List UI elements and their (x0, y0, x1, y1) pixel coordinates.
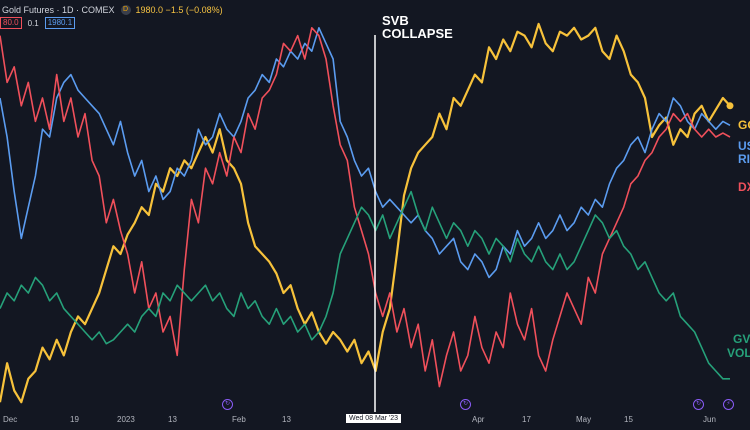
series-layer (0, 22, 734, 404)
gold-price-readout: 1980.0 −1.5 (−0.08%) (135, 5, 223, 15)
series-line-1 (0, 22, 731, 404)
x-tick-label: Jun (703, 415, 716, 424)
x-tick-label: 19 (70, 415, 79, 424)
x-tick-label: May (576, 415, 592, 424)
event-marker-icon[interactable]: ↻ (693, 399, 704, 410)
blue-value-box: 1980.1 (44, 17, 76, 29)
x-tick-label: Feb (232, 415, 246, 424)
x-tick-label: 13 (168, 415, 177, 424)
event-marker-icon[interactable]: ↻ (222, 399, 233, 410)
x-tick-label: Dec (3, 415, 18, 424)
label-us-real-2: RI (738, 152, 750, 166)
mid-value: 0.1 (27, 18, 39, 28)
series-line-2 (0, 26, 731, 279)
delay-badge: D (120, 5, 131, 15)
label-us-real-1: US (738, 139, 750, 153)
x-tick-label: 17 (522, 415, 531, 424)
x-tick-label: Apr (472, 415, 485, 424)
label-gvz-1: GV (733, 332, 750, 346)
series-line-4 (0, 190, 730, 380)
x-tick-label: 15 (624, 415, 633, 424)
red-value-box: 80.0 (0, 17, 22, 29)
svb-annotation-line1: SVB (382, 13, 409, 28)
flash-event-icon[interactable]: ⚡ (723, 399, 734, 410)
series-last-point (726, 102, 734, 110)
svb-annotation-line2: COLLAPSE (382, 26, 453, 41)
series-line-3 (0, 26, 731, 388)
event-marker-icon[interactable]: ↻ (460, 399, 471, 410)
indicator-readouts: 80.0 0.1 1980.1 (0, 17, 76, 29)
x-tick-label: 13 (282, 415, 291, 424)
chart-header: Gold Futures · 1D · COMEX D 1980.0 −1.5 … (0, 2, 223, 18)
svb-annotation: SVB COLLAPSE (382, 14, 453, 40)
label-dxy: DX (738, 180, 750, 194)
x-tick-label: 2023 (117, 415, 135, 424)
crosshair-date-label: Wed 08 Mar '23 (346, 414, 402, 423)
label-gvz-2: VOL (727, 346, 750, 360)
instrument-title: Gold Futures · 1D · COMEX (2, 5, 115, 15)
label-gold: GO (738, 118, 750, 132)
